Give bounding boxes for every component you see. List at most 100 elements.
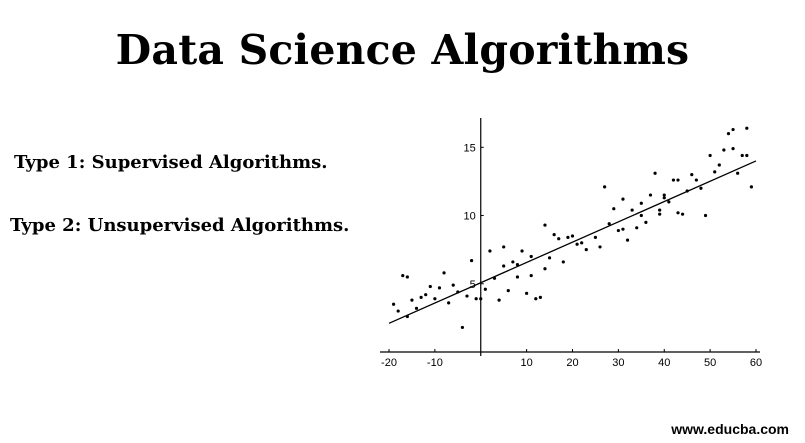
data-point — [538, 295, 542, 300]
data-point — [708, 153, 712, 158]
data-point — [731, 147, 735, 151]
data-point — [681, 212, 685, 216]
data-point — [676, 211, 680, 215]
y-tick-label: 15 — [464, 142, 476, 154]
data-point — [662, 196, 666, 200]
data-point — [502, 264, 506, 268]
data-point — [703, 213, 708, 218]
data-point — [502, 245, 506, 249]
data-point — [580, 241, 584, 245]
data-point — [607, 222, 611, 226]
data-point — [497, 298, 501, 302]
data-point — [469, 258, 474, 263]
data-point — [584, 248, 588, 252]
data-point — [488, 249, 492, 253]
type-1-label: Type 1: Supervised Algorithms. — [14, 152, 328, 173]
data-point — [726, 132, 731, 136]
watermark: www.educba.com — [671, 421, 789, 437]
data-point — [543, 267, 547, 271]
x-tick-label: -20 — [381, 357, 397, 369]
x-tick-label: 20 — [566, 357, 578, 369]
data-point — [447, 301, 451, 305]
data-point — [391, 302, 396, 306]
data-point — [410, 298, 414, 302]
data-point — [479, 297, 483, 301]
type-2-label: Type 2: Unsupervised Algorithms. — [10, 215, 350, 236]
data-point — [414, 306, 419, 310]
chart-axes — [380, 118, 760, 356]
data-point — [424, 293, 428, 297]
data-point — [529, 254, 533, 259]
y-tick-label: 5 — [470, 279, 476, 291]
chart-tick-labels: -20 -10 10 20 30 40 50 60 5 10 15 — [381, 142, 762, 369]
regression-line — [388, 160, 757, 324]
data-point — [474, 297, 478, 301]
data-point — [525, 291, 529, 295]
data-point — [612, 207, 616, 211]
data-point — [722, 148, 726, 152]
data-point — [561, 260, 565, 264]
y-tick-label: 10 — [464, 211, 476, 223]
data-point — [658, 212, 662, 216]
data-point — [557, 237, 561, 241]
x-tick-label: 50 — [704, 357, 716, 369]
chart-marks — [388, 126, 757, 330]
x-tick-label: 60 — [750, 357, 762, 369]
data-point — [534, 297, 538, 301]
x-tick-label: 10 — [521, 357, 533, 369]
data-point — [465, 294, 469, 298]
data-point — [552, 233, 556, 237]
data-point — [451, 283, 455, 287]
data-point — [529, 273, 533, 278]
data-point — [639, 213, 643, 218]
data-point — [616, 228, 620, 233]
data-point — [653, 171, 657, 175]
data-point — [736, 171, 740, 175]
data-point — [630, 208, 634, 212]
data-point — [520, 249, 524, 253]
data-point — [658, 208, 662, 212]
data-point — [740, 153, 744, 158]
data-point — [690, 172, 694, 177]
data-point — [460, 325, 464, 330]
x-tick-label: 40 — [658, 357, 670, 369]
x-tick-label: -10 — [427, 357, 443, 369]
data-point — [506, 288, 510, 293]
data-point — [667, 200, 671, 204]
x-tick-label: 30 — [612, 357, 624, 369]
page-title: Data Science Algorithms — [115, 26, 690, 74]
data-point — [547, 256, 552, 260]
data-point — [570, 234, 575, 238]
data-point — [635, 226, 639, 230]
data-point — [621, 197, 625, 201]
data-point — [437, 286, 442, 290]
data-point — [662, 193, 666, 197]
data-point — [731, 127, 735, 132]
data-point — [593, 235, 598, 239]
data-point — [433, 297, 437, 301]
data-point — [401, 273, 405, 278]
data-point — [428, 284, 432, 289]
data-point — [713, 170, 717, 174]
data-point — [566, 235, 570, 239]
data-point — [625, 238, 630, 242]
data-point — [717, 163, 721, 167]
data-point — [639, 201, 643, 205]
data-point — [671, 178, 676, 182]
data-point — [745, 153, 749, 158]
data-point — [603, 185, 607, 189]
data-point — [575, 242, 579, 246]
data-point — [644, 220, 648, 224]
data-point — [694, 178, 698, 182]
data-point — [515, 275, 520, 279]
data-point — [676, 178, 680, 182]
data-point — [749, 185, 754, 189]
data-point — [511, 260, 515, 264]
data-point — [621, 227, 625, 231]
data-point — [699, 186, 703, 190]
data-point — [396, 309, 400, 313]
data-point — [745, 126, 749, 130]
data-point — [405, 275, 409, 279]
scatter-chart: -20 -10 10 20 30 40 50 60 5 10 15 — [380, 118, 762, 369]
data-point — [598, 245, 602, 249]
